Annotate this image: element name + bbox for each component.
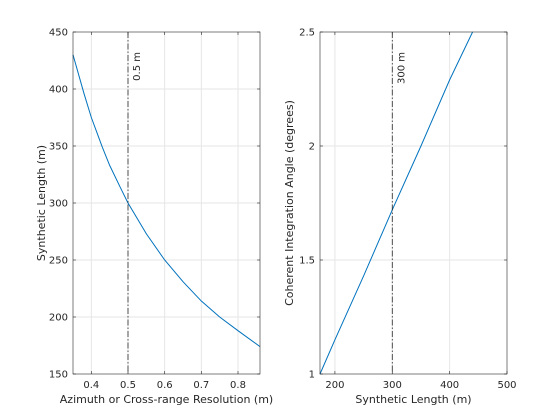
y-tick-label: 1 xyxy=(309,370,315,381)
x-tick-label: 200 xyxy=(325,380,344,391)
y-tick-label: 350 xyxy=(49,142,68,153)
series-line xyxy=(72,54,261,348)
y-tick-label: 2.5 xyxy=(299,28,315,39)
x-tick-label: 500 xyxy=(497,380,516,391)
reference-line-label: 300 m xyxy=(396,52,407,84)
y-tick-label: 300 xyxy=(49,199,68,210)
plot-2: 300 m 200 300 400 500 1 1.5 2 2.5 Synthetic Lengt… xyxy=(283,28,517,407)
x-tick-label: 0.8 xyxy=(230,380,246,391)
y-axis-label: Synthetic Length (m) xyxy=(35,145,48,261)
y-tick-label: 450 xyxy=(49,28,68,39)
y-tick-label: 2 xyxy=(309,142,315,153)
x-axis-label: Synthetic Length (m) xyxy=(355,393,471,406)
y-axis-label: Coherent Integration Angle (degrees) xyxy=(283,100,296,306)
plot-area xyxy=(320,32,507,374)
x-tick-label: 400 xyxy=(440,380,459,391)
x-axis-label: Azimuth or Cross-range Resolution (m) xyxy=(60,393,273,406)
x-tick-label: 0.7 xyxy=(193,380,209,391)
plot-1: 0.5 m 0.4 0.5 0.6 0.7 0.8 150 200 250 300 350 400 45… xyxy=(35,28,273,407)
y-tick-label: 150 xyxy=(49,370,68,381)
x-tick-label: 300 xyxy=(383,380,402,391)
x-tick-label: 0.5 xyxy=(120,380,136,391)
y-tick-label: 400 xyxy=(49,85,68,96)
reference-line-label: 0.5 m xyxy=(132,52,143,81)
axes-box xyxy=(319,31,508,375)
x-tick-label: 0.6 xyxy=(157,380,173,391)
y-tick-label: 250 xyxy=(49,256,68,267)
y-tick-label: 1.5 xyxy=(299,256,315,267)
x-tick-label: 0.4 xyxy=(83,380,99,391)
y-tick-label: 200 xyxy=(49,313,68,324)
